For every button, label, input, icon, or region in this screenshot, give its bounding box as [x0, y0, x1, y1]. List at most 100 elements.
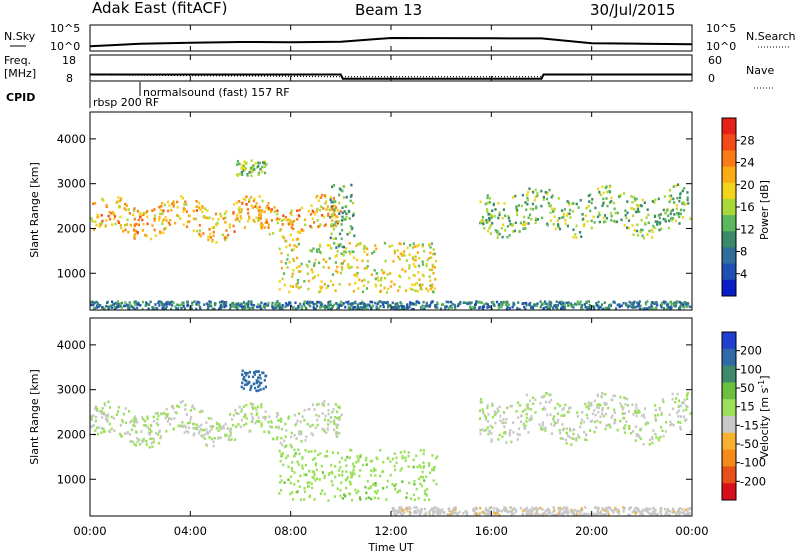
- scatter-cell: [218, 423, 221, 426]
- scatter-cell: [640, 414, 644, 418]
- scatter-cell: [205, 443, 208, 447]
- scatter-cell: [324, 306, 327, 310]
- scatter-cell: [198, 301, 201, 304]
- scatter-cell: [151, 445, 154, 449]
- scatter-cell: [500, 227, 503, 230]
- scatter-cell: [281, 307, 284, 310]
- scatter-cell: [431, 468, 434, 472]
- time-tick-label: 16:00: [475, 524, 508, 538]
- scatter-cell: [331, 225, 335, 228]
- scatter-cell: [190, 307, 193, 310]
- scatter-cell: [239, 162, 242, 166]
- scatter-cell: [423, 489, 426, 493]
- scatter-cell: [516, 432, 519, 436]
- scatter-cell: [240, 171, 243, 174]
- scatter-cell: [221, 300, 224, 303]
- scatter-cell: [386, 479, 389, 483]
- scatter-cell: [310, 204, 313, 207]
- scatter-cell: [321, 412, 324, 415]
- scatter-cell: [287, 478, 290, 481]
- scatter-cell: [553, 509, 556, 512]
- scatter-cell: [236, 304, 239, 308]
- scatter-cell: [546, 192, 549, 196]
- scatter-cell: [331, 483, 334, 487]
- cpid-panel: CPID rbsp 200 RF normalsound (fast) 157 …: [6, 82, 290, 109]
- scatter-cell: [252, 306, 255, 310]
- scatter-cell: [98, 410, 101, 413]
- scatter-cell: [276, 304, 279, 308]
- scatter-cell: [413, 510, 417, 513]
- scatter-cell: [244, 306, 247, 310]
- scatter-cell: [630, 301, 633, 305]
- scatter-cell: [240, 410, 243, 413]
- scatter-cell: [488, 305, 491, 309]
- scatter-cell: [522, 512, 525, 516]
- scatter-cell: [374, 490, 377, 493]
- scatter-cell: [184, 408, 187, 411]
- scatter-cell: [176, 307, 180, 310]
- scatter-cell: [481, 218, 484, 222]
- scatter-cell: [415, 303, 418, 306]
- scatter-cell: [254, 421, 257, 425]
- scatter-cell: [245, 372, 248, 375]
- scatter-cell: [260, 424, 263, 428]
- scatter-cell: [135, 222, 138, 226]
- scatter-cell: [295, 307, 298, 311]
- scatter-cell: [686, 511, 689, 514]
- scatter-cell: [170, 209, 173, 212]
- scatter-cell: [510, 513, 513, 516]
- scatter-cell: [137, 218, 140, 222]
- scatter-cell: [412, 255, 415, 259]
- scatter-cell: [228, 435, 231, 438]
- scatter-cell: [90, 300, 93, 304]
- scatter-cell: [478, 409, 482, 413]
- scatter-cell: [293, 483, 296, 486]
- time-tick-label: 04:00: [174, 524, 207, 538]
- scatter-cell: [526, 509, 529, 512]
- scatter-cell: [216, 221, 219, 225]
- scatter-cell: [172, 427, 175, 431]
- scatter-cell: [425, 475, 428, 479]
- scatter-cell: [663, 195, 667, 198]
- scatter-cell: [493, 410, 496, 414]
- scatter-cell: [556, 402, 559, 406]
- scatter-cell: [408, 253, 411, 256]
- scatter-cell: [654, 417, 657, 420]
- scatter-cell: [387, 304, 390, 308]
- scatter-cell: [296, 279, 299, 282]
- scatter-cell: [369, 469, 373, 472]
- scatter-cell: [343, 210, 346, 213]
- scatter-cell: [289, 233, 292, 237]
- scatter-cell: [328, 208, 331, 211]
- scatter-cell: [531, 509, 534, 512]
- scatter-cell: [255, 381, 258, 385]
- scatter-cell: [282, 272, 286, 275]
- scatter-cell: [323, 418, 327, 422]
- scatter-cell: [590, 419, 593, 423]
- scatter-cell: [179, 401, 182, 404]
- scatter-cell: [276, 300, 279, 303]
- colorbar-segment: [722, 483, 736, 501]
- scatter-cell: [667, 509, 670, 512]
- scatter-cell: [300, 306, 304, 309]
- scatter-cell: [359, 242, 362, 245]
- scatter-cell: [180, 303, 183, 306]
- scatter-cell: [559, 512, 562, 516]
- scatter-cell: [255, 413, 258, 417]
- scatter-cell: [245, 422, 248, 425]
- scatter-cell: [562, 428, 565, 432]
- scatter-cell: [560, 414, 563, 417]
- scatter-cell: [564, 403, 567, 407]
- scatter-cell: [644, 303, 648, 306]
- scatter-cell: [264, 385, 267, 389]
- scatter-cell: [370, 497, 373, 501]
- scatter-cell: [336, 265, 339, 269]
- scatter-cell: [375, 307, 378, 311]
- scatter-cell: [335, 269, 338, 273]
- scatter-cell: [134, 415, 137, 418]
- scatter-cell: [624, 213, 627, 217]
- scatter-cell: [307, 450, 310, 453]
- scatter-cell: [215, 241, 218, 244]
- scatter-cell: [320, 205, 323, 208]
- scatter-cell: [318, 243, 321, 246]
